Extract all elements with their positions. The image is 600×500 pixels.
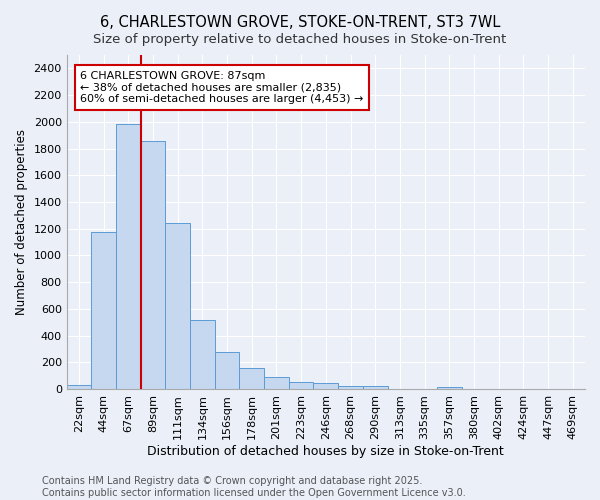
Text: 6 CHARLESTOWN GROVE: 87sqm
← 38% of detached houses are smaller (2,835)
60% of s: 6 CHARLESTOWN GROVE: 87sqm ← 38% of deta… [80,71,364,104]
Bar [239,368,264,389]
X-axis label: Distribution of detached houses by size in Stoke-on-Trent: Distribution of detached houses by size … [148,444,504,458]
Text: 6, CHARLESTOWN GROVE, STOKE-ON-TRENT, ST3 7WL: 6, CHARLESTOWN GROVE, STOKE-ON-TRENT, ST… [100,15,500,30]
Bar [289,382,313,389]
Text: Contains HM Land Registry data © Crown copyright and database right 2025.
Contai: Contains HM Land Registry data © Crown c… [42,476,466,498]
Text: Size of property relative to detached houses in Stoke-on-Trent: Size of property relative to detached ho… [94,32,506,46]
Bar [264,376,289,389]
Bar [437,387,461,389]
Bar [338,386,363,389]
Bar [190,320,215,389]
Y-axis label: Number of detached properties: Number of detached properties [15,129,28,315]
Bar [166,224,190,389]
Bar [313,383,338,389]
Bar [141,141,166,389]
Bar [116,124,141,389]
Bar [363,386,388,389]
Bar [67,385,91,389]
Bar [215,352,239,389]
Bar [91,232,116,389]
